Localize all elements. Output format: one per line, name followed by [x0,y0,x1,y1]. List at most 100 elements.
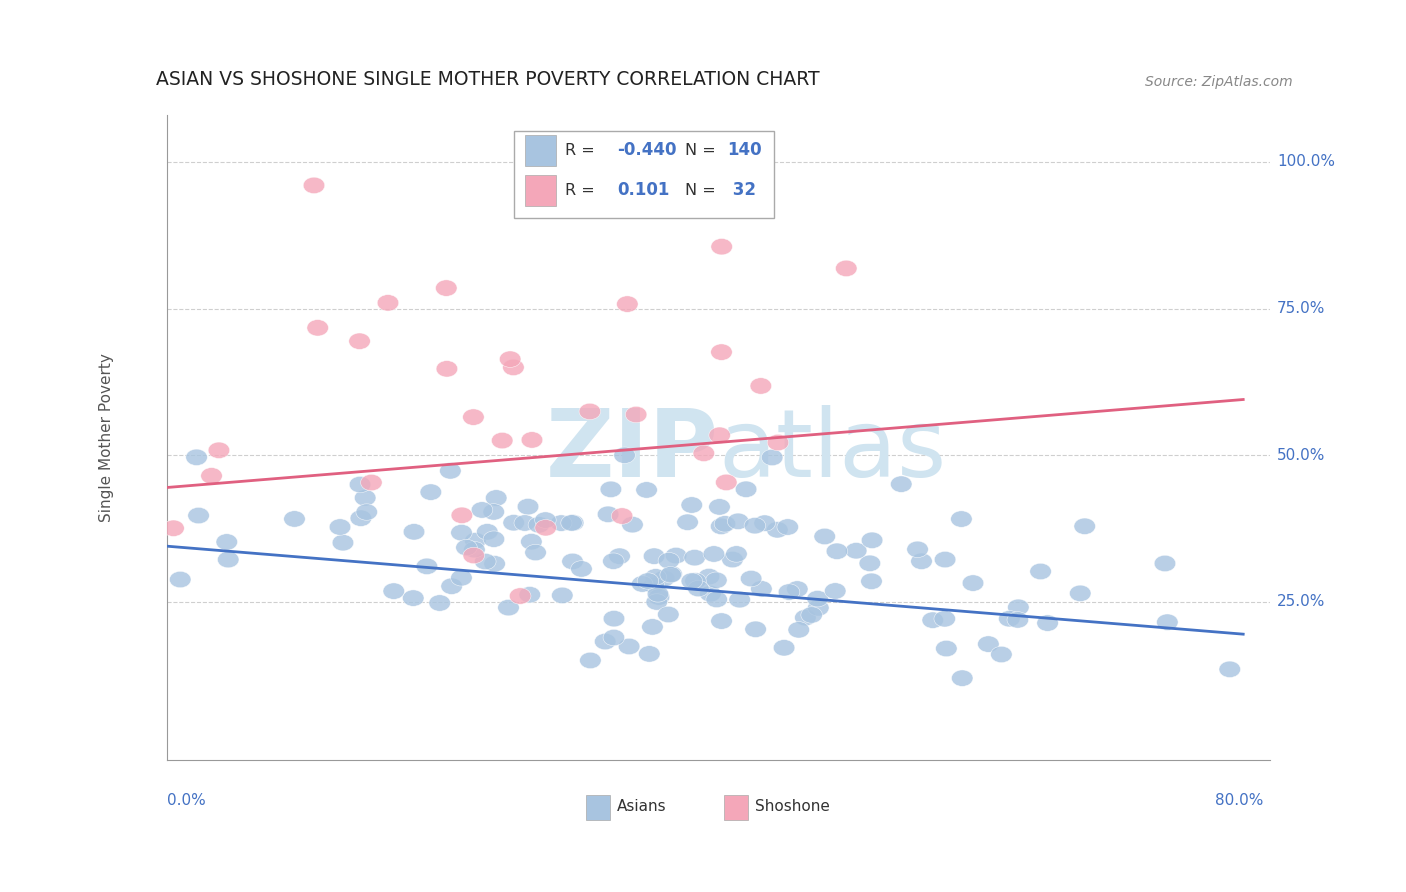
Ellipse shape [612,508,633,524]
Ellipse shape [814,528,835,545]
Ellipse shape [356,504,377,520]
Ellipse shape [562,515,583,531]
Ellipse shape [991,647,1012,663]
Ellipse shape [1029,563,1052,580]
Ellipse shape [382,582,405,599]
Text: 80.0%: 80.0% [1215,793,1264,807]
Ellipse shape [950,511,972,527]
Ellipse shape [911,553,932,569]
Ellipse shape [626,407,647,423]
Ellipse shape [658,607,679,623]
Ellipse shape [801,607,823,624]
Ellipse shape [456,540,477,556]
Ellipse shape [744,517,766,534]
Ellipse shape [522,432,543,448]
Ellipse shape [778,519,799,535]
Ellipse shape [441,578,463,594]
Ellipse shape [648,589,669,605]
Ellipse shape [728,591,751,608]
Ellipse shape [482,504,505,520]
Text: atlas: atlas [718,405,946,497]
Ellipse shape [676,514,699,531]
Ellipse shape [745,621,766,638]
Ellipse shape [304,178,325,194]
Ellipse shape [725,546,747,562]
Ellipse shape [709,427,730,443]
Ellipse shape [562,553,583,570]
Ellipse shape [706,591,727,607]
Ellipse shape [1008,599,1029,615]
Ellipse shape [534,512,557,528]
Ellipse shape [551,587,574,604]
Ellipse shape [451,570,472,586]
Text: R =: R = [565,143,600,158]
Ellipse shape [751,581,772,597]
Ellipse shape [1070,585,1091,601]
Ellipse shape [475,553,496,570]
Ellipse shape [520,533,543,550]
Ellipse shape [477,524,498,540]
Text: N =: N = [685,183,721,198]
Ellipse shape [218,551,239,568]
Ellipse shape [484,556,505,572]
Ellipse shape [1154,555,1175,572]
Ellipse shape [807,599,830,616]
Bar [724,795,748,820]
Ellipse shape [741,570,762,587]
Ellipse shape [586,202,607,219]
Ellipse shape [307,319,329,336]
Text: 32: 32 [727,181,756,200]
Ellipse shape [754,515,776,532]
Ellipse shape [768,434,789,450]
Ellipse shape [186,449,207,466]
Ellipse shape [922,612,943,628]
Ellipse shape [681,573,703,590]
Ellipse shape [436,280,457,296]
Ellipse shape [440,463,461,479]
Ellipse shape [824,582,846,599]
Ellipse shape [499,351,522,368]
Ellipse shape [1157,614,1178,631]
Ellipse shape [571,561,592,577]
Ellipse shape [404,524,425,540]
Ellipse shape [711,613,733,629]
Bar [526,135,557,166]
Ellipse shape [658,552,679,569]
Text: 140: 140 [727,142,762,160]
Ellipse shape [503,515,524,531]
Ellipse shape [484,531,505,548]
Ellipse shape [683,549,706,566]
Ellipse shape [349,333,370,350]
Ellipse shape [890,476,912,492]
Ellipse shape [471,501,492,518]
Ellipse shape [762,450,783,466]
Ellipse shape [509,588,531,604]
Ellipse shape [693,445,714,461]
Ellipse shape [595,633,616,649]
Ellipse shape [935,640,957,657]
Ellipse shape [360,475,382,491]
Ellipse shape [845,542,868,559]
Ellipse shape [451,507,472,524]
Ellipse shape [685,573,706,589]
Ellipse shape [710,518,733,534]
Ellipse shape [464,533,486,549]
Ellipse shape [645,594,668,610]
Ellipse shape [534,519,557,536]
Ellipse shape [420,483,441,500]
Ellipse shape [934,611,956,627]
Ellipse shape [463,548,485,564]
Ellipse shape [859,555,880,572]
Ellipse shape [332,534,354,551]
Ellipse shape [561,515,582,531]
Ellipse shape [619,639,640,655]
Ellipse shape [519,587,540,603]
Ellipse shape [659,566,682,583]
Ellipse shape [621,516,643,533]
Ellipse shape [163,520,184,536]
Ellipse shape [463,409,484,425]
Ellipse shape [603,553,624,569]
Ellipse shape [603,630,624,646]
Ellipse shape [661,566,682,582]
Ellipse shape [485,490,508,506]
